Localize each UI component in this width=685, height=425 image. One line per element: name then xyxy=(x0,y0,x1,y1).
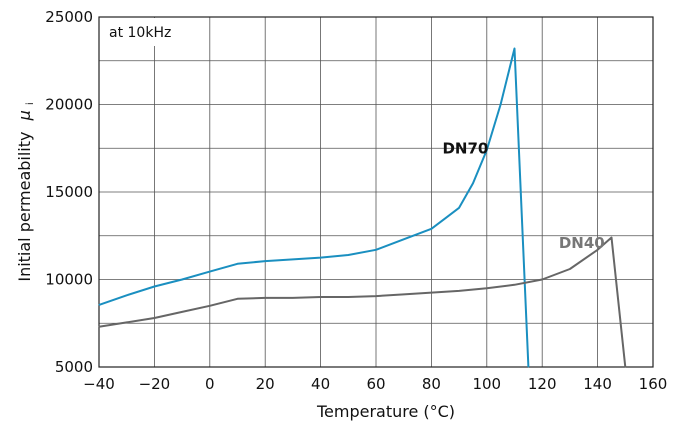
y-axis-title: Initial permeability μ i xyxy=(15,102,36,281)
data-point xyxy=(237,263,238,265)
x-tick-label: 120 xyxy=(528,375,557,393)
series-group xyxy=(98,47,627,368)
data-point xyxy=(126,321,128,323)
data-point xyxy=(126,294,128,296)
series-label-dn70: DN70 xyxy=(442,140,488,158)
x-axis-title: Temperature (°C) xyxy=(316,402,455,421)
data-point xyxy=(514,284,515,286)
plot-frame xyxy=(98,16,654,368)
x-tick-label: −20 xyxy=(139,375,171,393)
x-tick-label: 60 xyxy=(366,375,385,393)
data-point xyxy=(153,317,155,319)
data-point xyxy=(472,182,474,184)
data-point xyxy=(320,296,322,298)
data-point xyxy=(320,257,322,259)
x-tick-label: 100 xyxy=(472,375,501,393)
data-point xyxy=(541,279,543,280)
data-point xyxy=(181,311,183,313)
data-point xyxy=(597,249,599,251)
x-tick-labels: −40 −20 0 20 40 60 80 100 120 140 160 xyxy=(83,375,667,393)
y-tick-label: 10000 xyxy=(45,271,93,289)
data-point xyxy=(98,326,100,328)
data-point xyxy=(430,228,432,230)
data-point xyxy=(527,366,529,368)
series-label-dn40: DN40 xyxy=(559,234,605,252)
data-point xyxy=(403,238,405,240)
data-point xyxy=(237,298,238,300)
data-point xyxy=(403,293,405,295)
data-point xyxy=(486,149,488,151)
x-tick-label: 160 xyxy=(639,375,668,393)
x-tick-label: 40 xyxy=(311,375,330,393)
annotation-text: at 10kHz xyxy=(109,25,171,41)
series-line-dn40 xyxy=(98,236,627,368)
data-point xyxy=(486,287,488,289)
data-point xyxy=(264,260,266,262)
data-point xyxy=(347,296,349,298)
data-point xyxy=(209,305,211,307)
grid-lines xyxy=(98,16,654,368)
data-point xyxy=(458,290,460,292)
data-point xyxy=(98,304,100,306)
y-axis-symbol: μ xyxy=(15,110,34,121)
x-tick-label: 0 xyxy=(205,375,215,393)
x-tick-label: 80 xyxy=(422,375,441,393)
data-point xyxy=(514,48,515,49)
data-point xyxy=(375,249,377,251)
series-line-dn70 xyxy=(98,47,530,368)
y-tick-labels: 5000 10000 15000 20000 25000 xyxy=(45,8,93,376)
x-tick-label: 140 xyxy=(583,375,612,393)
data-point xyxy=(347,254,349,256)
data-point xyxy=(292,297,294,299)
data-point xyxy=(500,104,502,105)
svg-text:Initial permeability μ: Initial permeability μ i xyxy=(15,102,36,281)
data-point xyxy=(444,217,446,219)
x-tick-label: 20 xyxy=(256,375,275,393)
plot-border xyxy=(98,16,654,368)
y-tick-label: 15000 xyxy=(45,183,93,201)
y-axis-subscript: i xyxy=(25,102,36,105)
data-point xyxy=(292,258,294,260)
data-point xyxy=(569,268,571,270)
data-point xyxy=(610,237,612,238)
y-tick-label: 25000 xyxy=(45,8,93,26)
data-point xyxy=(153,286,155,287)
data-point xyxy=(375,295,377,297)
y-tick-label: 20000 xyxy=(45,96,93,114)
x-tick-label: −40 xyxy=(83,375,115,393)
data-point xyxy=(209,271,211,273)
annotation-box xyxy=(100,18,206,46)
y-tick-label: 5000 xyxy=(55,358,93,376)
y-axis-title-text: Initial permeability xyxy=(15,132,34,282)
data-point xyxy=(430,292,432,294)
data-point xyxy=(458,207,460,209)
data-point xyxy=(624,366,626,368)
data-point xyxy=(181,279,183,280)
data-point xyxy=(264,297,266,299)
